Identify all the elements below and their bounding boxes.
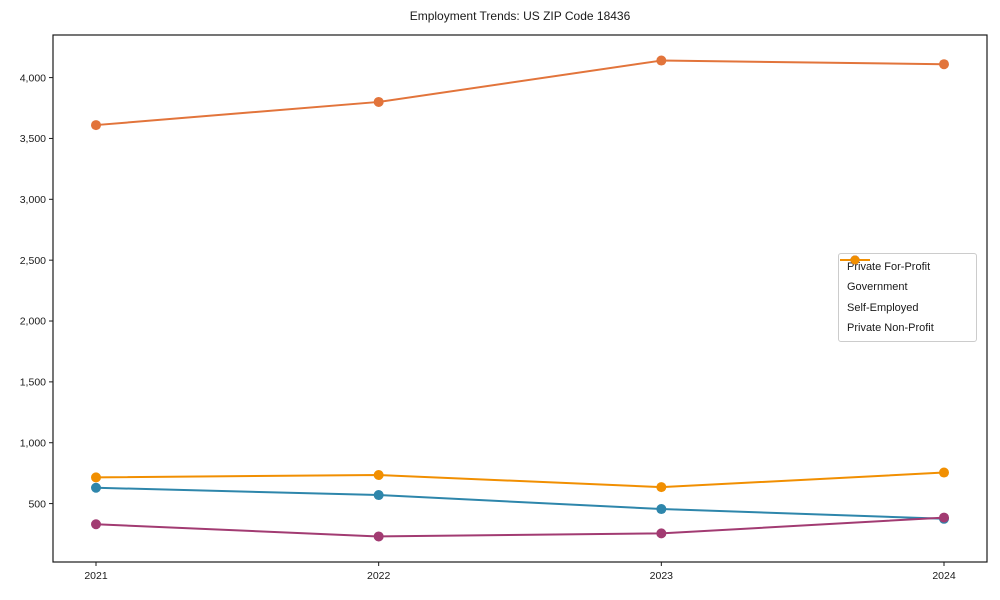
series-line [95, 486, 945, 520]
legend-item: Government [840, 255, 968, 294]
data-point-marker [939, 467, 949, 478]
plot-frame [52, 34, 988, 563]
legend-item-label: Private Non-Profit [847, 321, 934, 334]
series-line [95, 516, 945, 538]
data-point-marker [656, 55, 667, 66]
chart-title: Employment Trends: US ZIP Code 18436 [409, 9, 631, 23]
data-point-marker [91, 482, 101, 493]
y-tick-label: 3,500 [20, 133, 46, 145]
x-tick-label: 2023 [650, 570, 674, 582]
data-point-marker [373, 469, 384, 480]
legend-item-label: Self-Employed [847, 301, 919, 314]
legend: Private For-Profit Government Self-Employe… [838, 253, 977, 342]
legend-item: Self-Employed [840, 255, 968, 314]
data-point-marker [373, 490, 384, 501]
y-tick-label: 1,500 [20, 377, 46, 389]
y-tick-label: 1,000 [20, 437, 46, 449]
y-tick-label: 4,000 [20, 72, 46, 84]
x-tick-label: 2021 [84, 570, 108, 582]
y-tick-label: 3,000 [20, 194, 46, 206]
legend-marker-icon [840, 255, 870, 265]
data-point-marker [373, 531, 384, 542]
x-tick-label: 2022 [367, 570, 391, 582]
data-point-marker [656, 482, 667, 493]
data-point-marker [656, 504, 667, 515]
y-tick-label: 500 [28, 498, 46, 510]
data-point-marker [939, 512, 949, 523]
legend-item-label: Private For-Profit [847, 261, 931, 274]
legend-item: Private Non-Profit [840, 255, 968, 334]
data-point-marker [91, 519, 101, 530]
series-line [95, 59, 945, 127]
series-line [95, 471, 945, 489]
data-point-marker [939, 59, 949, 70]
legend-dot [850, 255, 860, 265]
x-tick-label: 2024 [932, 570, 956, 582]
legend-item-label: Government [847, 281, 908, 294]
data-point-marker [373, 96, 384, 107]
data-point-marker [91, 120, 101, 131]
data-point-marker [91, 472, 101, 483]
y-tick-label: 2,000 [20, 316, 46, 328]
y-tick-label: 2,500 [20, 255, 46, 267]
data-point-marker [656, 528, 667, 539]
